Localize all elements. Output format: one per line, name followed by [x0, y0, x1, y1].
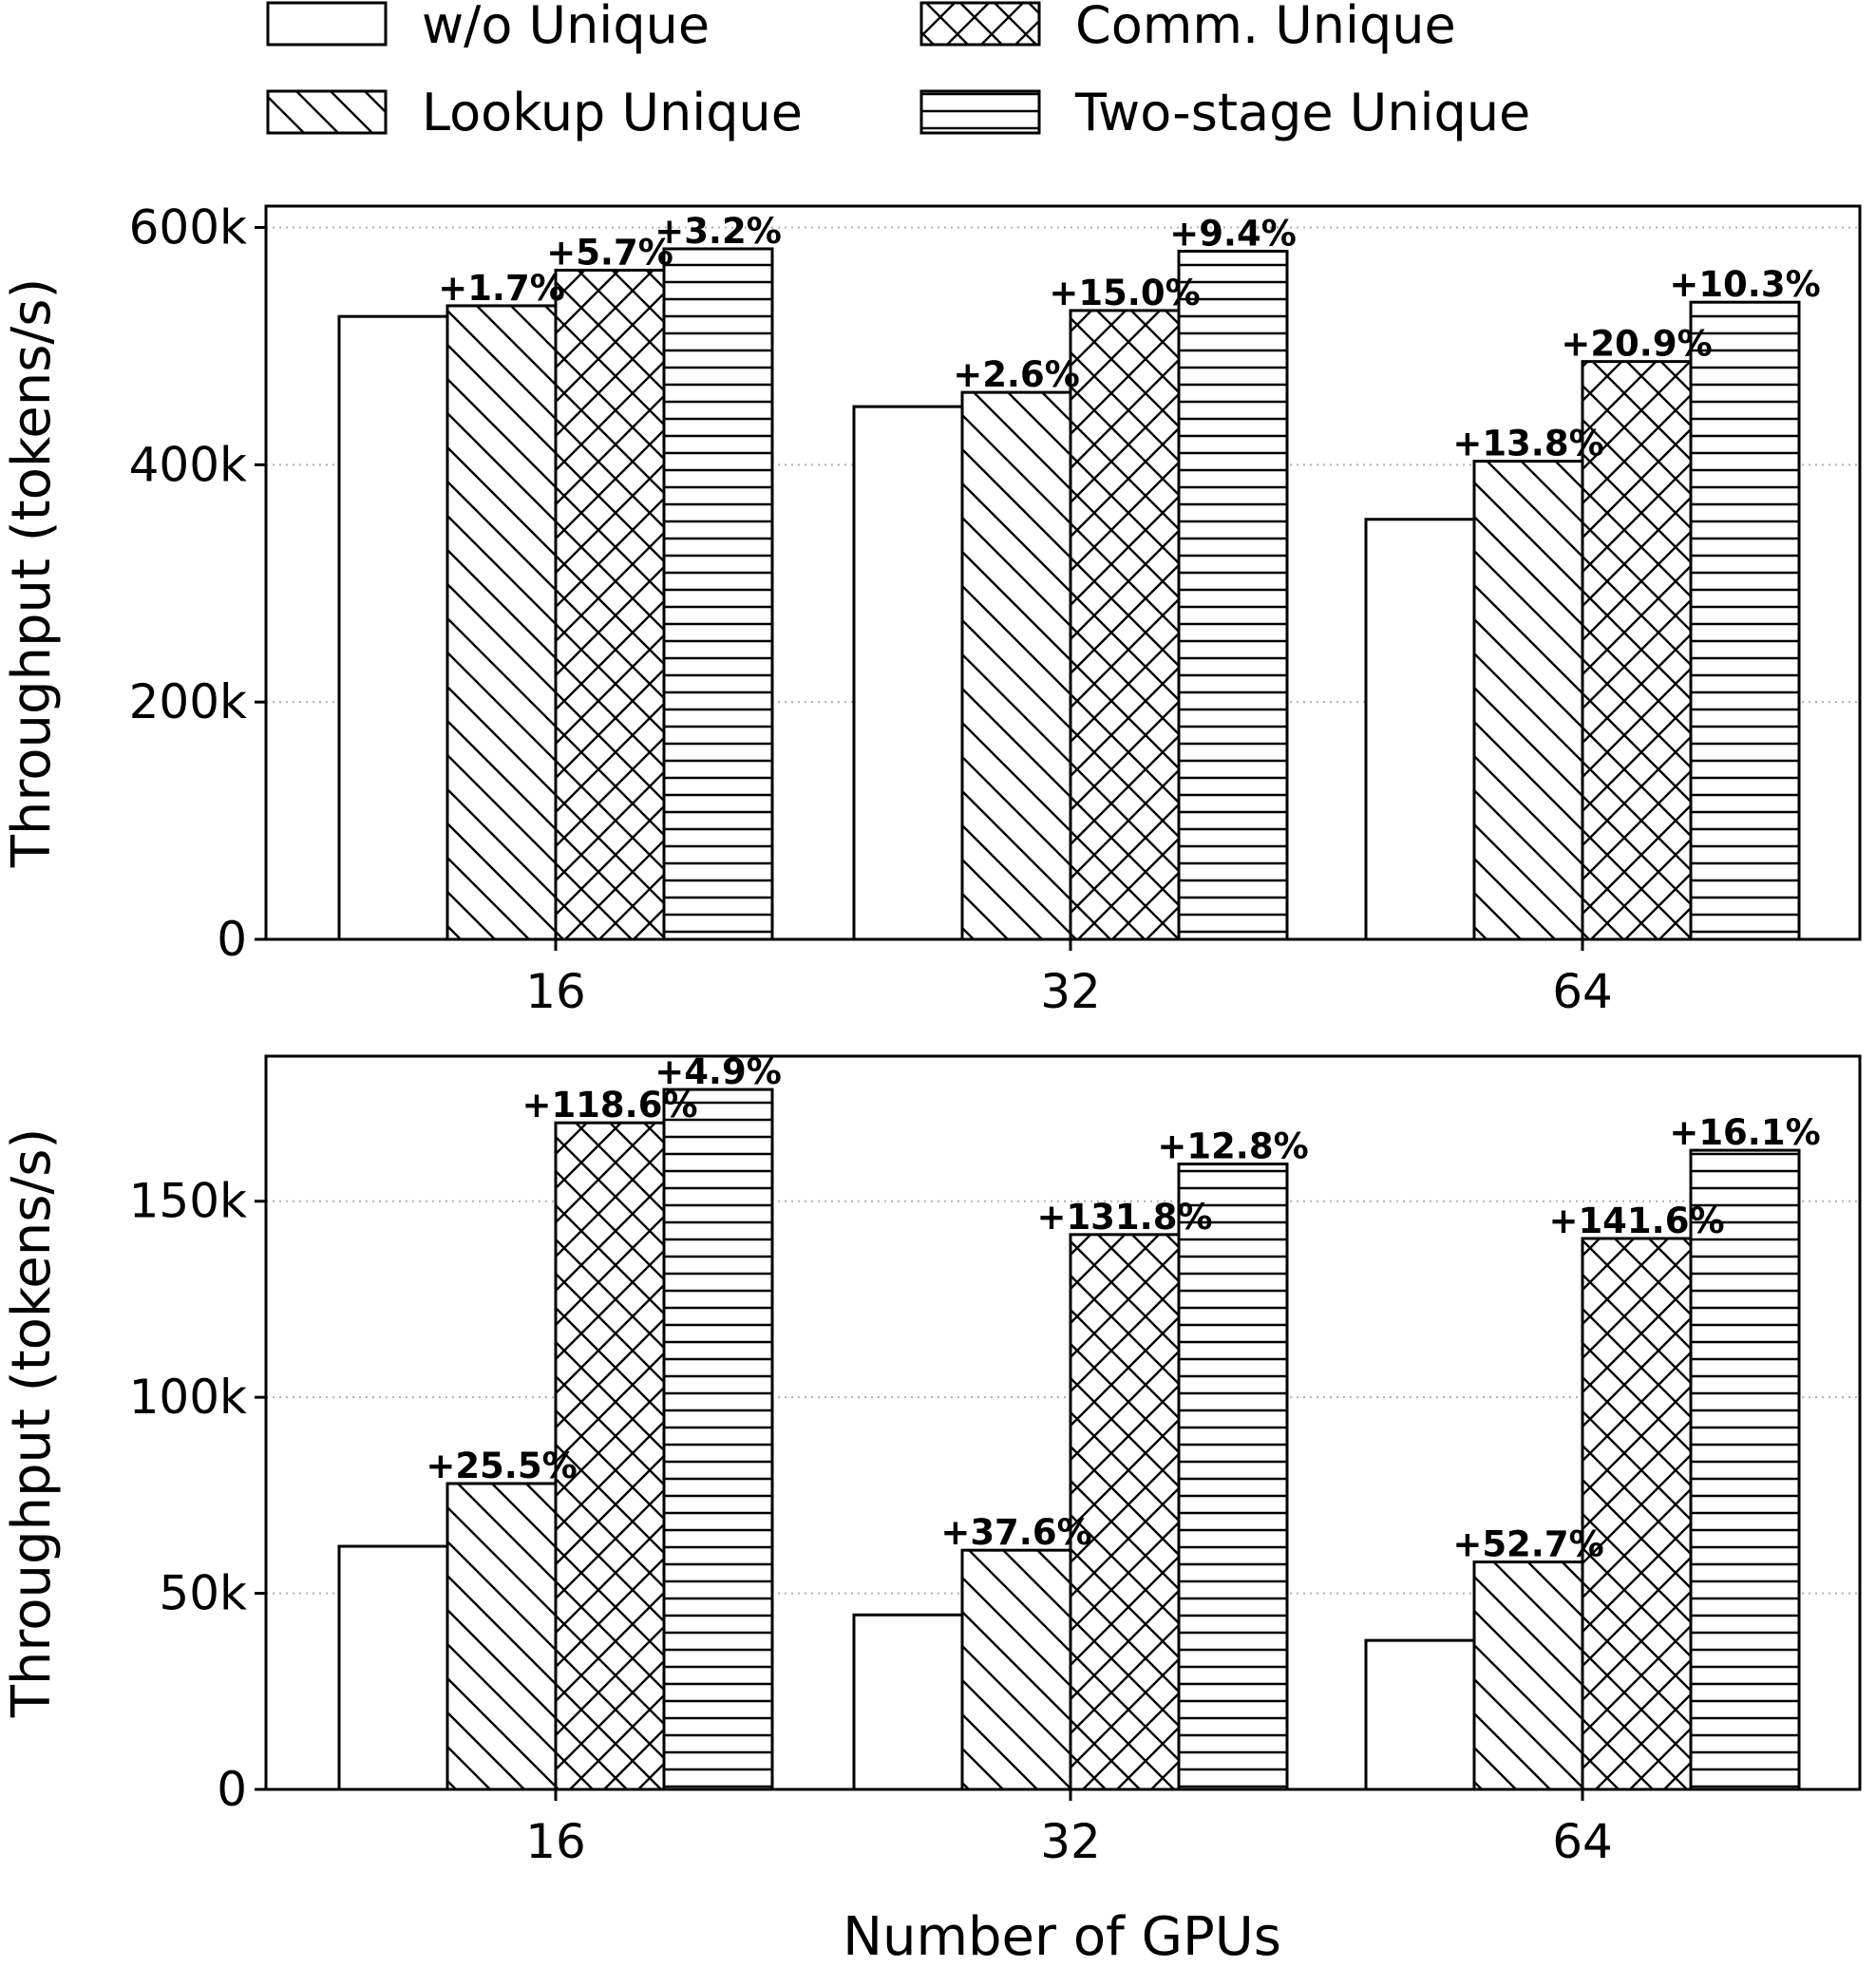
top-bar-w-o-unique-16 [337, 314, 449, 941]
top-bar-label-lookup-unique-64: +13.8% [1452, 424, 1603, 464]
bottom-bar-comm-unique-16 [554, 1121, 666, 1791]
top-bar-label-comm-unique-16: +5.7% [546, 232, 673, 273]
bottom-y-ticks: 0 50k 100k 150k [129, 1174, 266, 1817]
top-panel: 0 200k 400k 600k 16 32 64 +1.7% +2.6% +13.8% +5.… [1, 199, 1862, 1019]
top-bar-lookup-unique-64 [1472, 460, 1584, 941]
bottom-bar-label-comm-unique-32: +131.8% [1036, 1197, 1212, 1238]
bottom-bar-label-two-stage-unique-32: +12.8% [1157, 1126, 1308, 1167]
top-bar-label-comm-unique-64: +20.9% [1561, 324, 1712, 365]
legend: w/o Unique Comm. Unique Lookup Unique Tw… [266, 0, 1530, 142]
top-bar-label-two-stage-unique-32: +9.4% [1169, 213, 1297, 254]
bottom-y-axis-title: Throughput (tokens/s) [1, 1128, 63, 1719]
bottom-bar-w-o-unique-32 [852, 1613, 964, 1791]
bottom-bar-comm-unique-64 [1581, 1237, 1693, 1791]
bottom-plot-frame [264, 1054, 1862, 1791]
bottom-bar-two-stage-unique-16 [662, 1088, 774, 1791]
legend-swatch-lookup-unique [266, 89, 388, 135]
bottom-bar-w-o-unique-64 [1364, 1638, 1476, 1791]
bottom-y-tick-label: 50k [159, 1566, 247, 1621]
bottom-bar-lookup-unique-32 [960, 1548, 1072, 1791]
top-x-tick-label: 64 [1552, 964, 1613, 1019]
top-bar-w-o-unique-32 [852, 405, 964, 941]
top-bar-label-comm-unique-32: +15.0% [1049, 273, 1200, 313]
legend-label-wo-unique: w/o Unique [422, 0, 710, 55]
legend-label-comm-unique: Comm. Unique [1075, 0, 1456, 55]
bottom-bars [337, 1088, 1801, 1791]
top-bar-lookup-unique-32 [960, 390, 1072, 941]
top-bar-comm-unique-32 [1069, 309, 1181, 941]
bottom-bar-comm-unique-32 [1069, 1233, 1181, 1791]
top-y-tick-label: 600k [129, 199, 247, 255]
top-x-tick-label: 16 [525, 964, 586, 1019]
bottom-bar-lookup-unique-16 [445, 1482, 558, 1791]
top-y-tick-label: 400k [129, 437, 247, 492]
top-x-ticks: 16 32 64 [525, 939, 1613, 1019]
legend-item-comm-unique: Comm. Unique [919, 0, 1456, 55]
bottom-x-tick-label: 64 [1552, 1814, 1613, 1869]
top-bar-label-lookup-unique-16: +1.7% [438, 268, 565, 309]
bottom-bar-label-lookup-unique-64: +52.7% [1452, 1524, 1603, 1565]
bottom-bar-label-comm-unique-64: +141.6% [1548, 1201, 1724, 1241]
legend-item-wo-unique: w/o Unique [266, 0, 710, 55]
bottom-bar-label-lookup-unique-32: +37.6% [940, 1512, 1091, 1553]
legend-label-lookup-unique: Lookup Unique [422, 83, 803, 142]
bottom-panel: 0 50k 100k 150k 16 32 64 +25.5% +37.6% +52.7% +1… [1, 1051, 1862, 1869]
legend-item-lookup-unique: Lookup Unique [266, 83, 803, 142]
top-y-ticks: 0 200k 400k 600k [129, 199, 266, 967]
bottom-bar-label-two-stage-unique-16: +4.9% [654, 1051, 782, 1092]
top-y-tick-label: 200k [129, 674, 247, 729]
top-y-tick-label: 0 [217, 912, 247, 967]
legend-label-two-stage-unique: Two-stage Unique [1074, 83, 1530, 142]
top-bars [337, 247, 1801, 941]
top-plot-frame [264, 204, 1862, 941]
legend-swatch-wo-unique [266, 1, 388, 47]
bottom-bar-labels: +25.5% +37.6% +52.7% +118.6% +131.8% +141.6% +… [426, 1051, 1820, 1564]
bottom-bar-label-lookup-unique-16: +25.5% [426, 1446, 577, 1486]
bottom-bar-label-comm-unique-16: +118.6% [521, 1085, 697, 1125]
bottom-x-ticks: 16 32 64 [525, 1789, 1613, 1869]
bottom-bar-two-stage-unique-32 [1177, 1163, 1289, 1791]
bottom-y-tick-label: 100k [129, 1370, 247, 1425]
legend-item-two-stage-unique: Two-stage Unique [919, 83, 1530, 142]
bottom-bar-w-o-unique-16 [337, 1544, 449, 1791]
top-bar-label-two-stage-unique-16: +3.2% [654, 211, 782, 252]
top-x-tick-label: 32 [1040, 964, 1101, 1019]
top-bar-lookup-unique-16 [445, 304, 558, 941]
bottom-bar-two-stage-unique-64 [1689, 1148, 1801, 1791]
bottom-x-tick-label: 16 [525, 1814, 586, 1869]
x-axis-title: Number of GPUs [843, 1906, 1281, 1967]
top-bar-comm-unique-16 [554, 268, 666, 941]
top-bar-label-lookup-unique-32: +2.6% [953, 354, 1080, 395]
bottom-y-tick-label: 150k [129, 1174, 247, 1229]
legend-swatch-two-stage-unique [919, 89, 1041, 135]
top-bar-two-stage-unique-64 [1689, 300, 1801, 941]
bottom-y-tick-label: 0 [217, 1762, 247, 1817]
legend-swatch-comm-unique [919, 1, 1041, 47]
top-y-axis-title: Throughput (tokens/s) [1, 278, 63, 869]
top-bar-label-two-stage-unique-64: +10.3% [1669, 264, 1820, 305]
top-bar-two-stage-unique-32 [1177, 249, 1289, 941]
top-bar-two-stage-unique-16 [662, 247, 774, 941]
top-bar-labels: +1.7% +2.6% +13.8% +5.7% +15.0% +20.9% +3.2% +9… [438, 211, 1821, 464]
bottom-x-tick-label: 32 [1040, 1814, 1101, 1869]
bottom-bar-label-two-stage-unique-64: +16.1% [1669, 1112, 1820, 1153]
bottom-bar-lookup-unique-64 [1472, 1560, 1584, 1791]
top-bar-w-o-unique-64 [1364, 518, 1476, 941]
